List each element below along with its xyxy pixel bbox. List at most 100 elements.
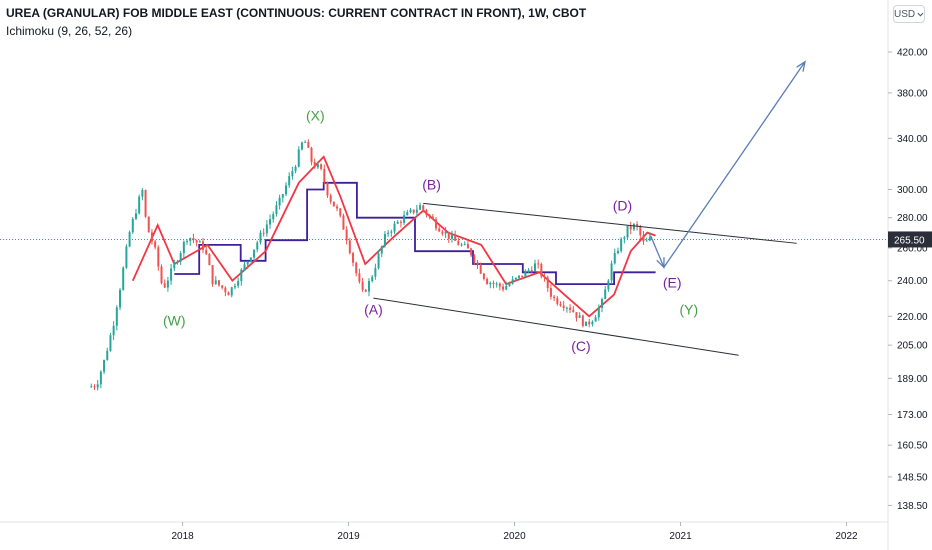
candle-body xyxy=(371,276,374,281)
currency-selector[interactable]: USD xyxy=(893,5,925,23)
tenkan-layer xyxy=(131,155,656,318)
wave-label: (A) xyxy=(364,301,383,317)
wave-label: (W) xyxy=(163,313,186,329)
candle-body xyxy=(470,248,473,256)
candle-body xyxy=(316,164,319,168)
price-tick-label: 220.00 xyxy=(897,312,928,323)
time-tick-label: 2022 xyxy=(835,531,858,542)
candle-body xyxy=(227,292,230,296)
candle-body xyxy=(438,228,441,232)
candle-body xyxy=(585,321,588,326)
candle-body xyxy=(259,232,262,243)
candle-body xyxy=(636,223,639,227)
price-tick-label: 240.00 xyxy=(897,276,928,287)
candle-body xyxy=(390,231,393,233)
candle-body xyxy=(604,289,607,300)
candle-body xyxy=(348,240,351,254)
candle-body xyxy=(377,253,380,269)
candle-body xyxy=(160,266,163,284)
candle-body xyxy=(326,182,329,196)
candle-body xyxy=(186,241,189,243)
candle-body xyxy=(594,317,597,322)
candle-body xyxy=(466,244,469,249)
chart-title: UREA (GRANULAR) FOB MIDDLE EAST (CONTINU… xyxy=(6,6,587,20)
candle-body xyxy=(486,278,489,285)
candle-body xyxy=(288,176,291,186)
wave-label: (D) xyxy=(613,197,632,213)
candle-body xyxy=(224,287,227,293)
candle-body xyxy=(313,162,316,168)
candle-body xyxy=(556,298,559,304)
wave-label: (C) xyxy=(571,338,590,354)
candle-body xyxy=(253,249,256,258)
candle-body xyxy=(396,221,399,224)
candle-body xyxy=(233,285,236,288)
kijun-layer xyxy=(174,181,656,285)
candle-body xyxy=(447,231,450,239)
wave-label: (Y) xyxy=(679,301,698,317)
price-tick-label: 300.00 xyxy=(897,185,928,196)
candle-body xyxy=(141,190,144,197)
candle-body xyxy=(297,149,300,167)
time-axis[interactable]: 2018 2019 2020 2021 2022 xyxy=(0,521,888,542)
candle-body xyxy=(623,237,626,239)
candle-body xyxy=(639,226,642,236)
candle-body xyxy=(278,197,281,206)
candle-body xyxy=(415,209,418,213)
candle-body xyxy=(613,252,616,264)
candle-body xyxy=(112,325,115,336)
projection-arrowhead-up xyxy=(796,60,806,72)
candle-body xyxy=(543,276,546,278)
candle-body xyxy=(460,244,463,246)
candle-body xyxy=(399,221,402,223)
candle-body xyxy=(546,277,549,289)
candle-body xyxy=(106,350,109,360)
candle-body xyxy=(240,269,243,282)
candle-body xyxy=(125,246,128,268)
price-tick-label: 173.00 xyxy=(897,410,928,421)
candle-body xyxy=(502,286,505,290)
candle-body xyxy=(256,242,259,250)
candle-body xyxy=(300,142,303,150)
candle-body xyxy=(103,359,106,372)
candle-body xyxy=(441,231,444,234)
candle-body xyxy=(489,283,492,285)
price-axis[interactable]: 138.50 148.50 160.50 173.00 189.00 205.00 220.… xyxy=(887,0,932,550)
candle-body xyxy=(221,285,224,288)
candle-body xyxy=(147,216,150,233)
candle-body xyxy=(211,265,214,285)
candle-body xyxy=(355,262,358,274)
candle-body xyxy=(575,312,578,318)
drawing-layer xyxy=(373,60,806,356)
candle-body xyxy=(182,241,185,254)
candle-body xyxy=(428,214,431,217)
candle-body xyxy=(307,141,310,148)
candle-body xyxy=(648,237,651,241)
candle-body xyxy=(559,303,562,306)
candle-body xyxy=(246,261,249,265)
candle-body xyxy=(144,190,147,217)
candle-body xyxy=(198,241,201,243)
candle-body xyxy=(562,305,565,309)
candle-body xyxy=(527,270,530,272)
lower-trendline xyxy=(373,297,739,356)
candle-body xyxy=(243,264,246,270)
candle-body xyxy=(508,283,511,286)
candle-body xyxy=(214,280,217,285)
indicator-legend[interactable]: Ichimoku (9, 26, 52, 26) xyxy=(6,24,133,38)
candle-body xyxy=(374,268,377,277)
candle-body xyxy=(367,280,370,292)
upper-trendline xyxy=(423,202,797,244)
candle-body xyxy=(454,235,457,241)
price-tick-label: 205.00 xyxy=(897,341,928,352)
candle-body xyxy=(463,244,466,246)
price-tick-label: 260.00 xyxy=(897,244,928,255)
candle-body xyxy=(272,213,275,220)
candle-body xyxy=(521,275,524,278)
candle-body xyxy=(578,315,581,318)
candle-body xyxy=(163,283,166,288)
candle-body xyxy=(205,249,208,255)
candle-body xyxy=(170,268,173,281)
candle-body xyxy=(450,235,453,239)
